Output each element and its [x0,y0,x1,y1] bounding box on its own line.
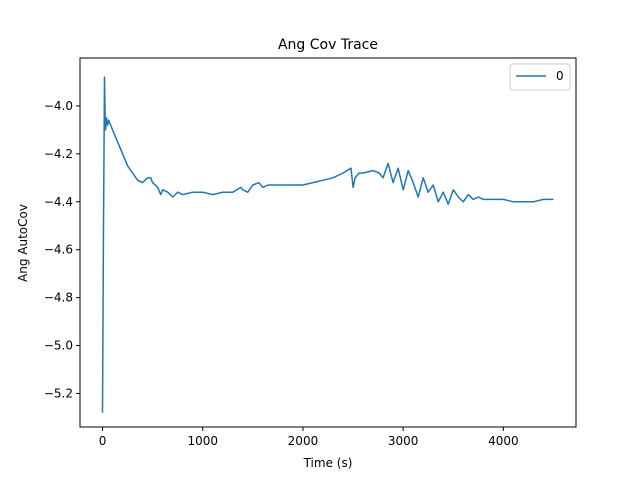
y-tick-label: −4.2 [44,147,73,161]
x-tick-label: 1000 [187,434,218,448]
x-tick-label: 2000 [288,434,319,448]
chart-title: Ang Cov Trace [278,37,378,53]
x-tick-label: 0 [99,434,107,448]
y-tick-label: −4.6 [44,243,73,257]
legend-label: 0 [556,69,564,83]
legend: 0 [509,63,571,91]
x-tick-label: 4000 [488,434,519,448]
y-tick-label: −4.0 [44,99,73,113]
legend-box [509,63,571,91]
y-axis: −5.2 −5.0 −4.8 −4.6 −4.4 −4.2 −4.0 [44,99,80,400]
y-tick-label: −5.2 [44,386,73,400]
y-tick-label: −5.0 [44,339,73,353]
y-tick-label: −4.4 [44,195,73,209]
x-tick-label: 3000 [388,434,419,448]
plot-frame [79,57,577,428]
x-axis-label: Time (s) [303,456,353,470]
y-axis-label: Ang AutoCov [16,204,30,282]
y-tick-label: −4.8 [44,291,73,305]
x-axis: 0 1000 2000 3000 4000 [99,427,519,448]
series-line-0 [101,76,554,413]
